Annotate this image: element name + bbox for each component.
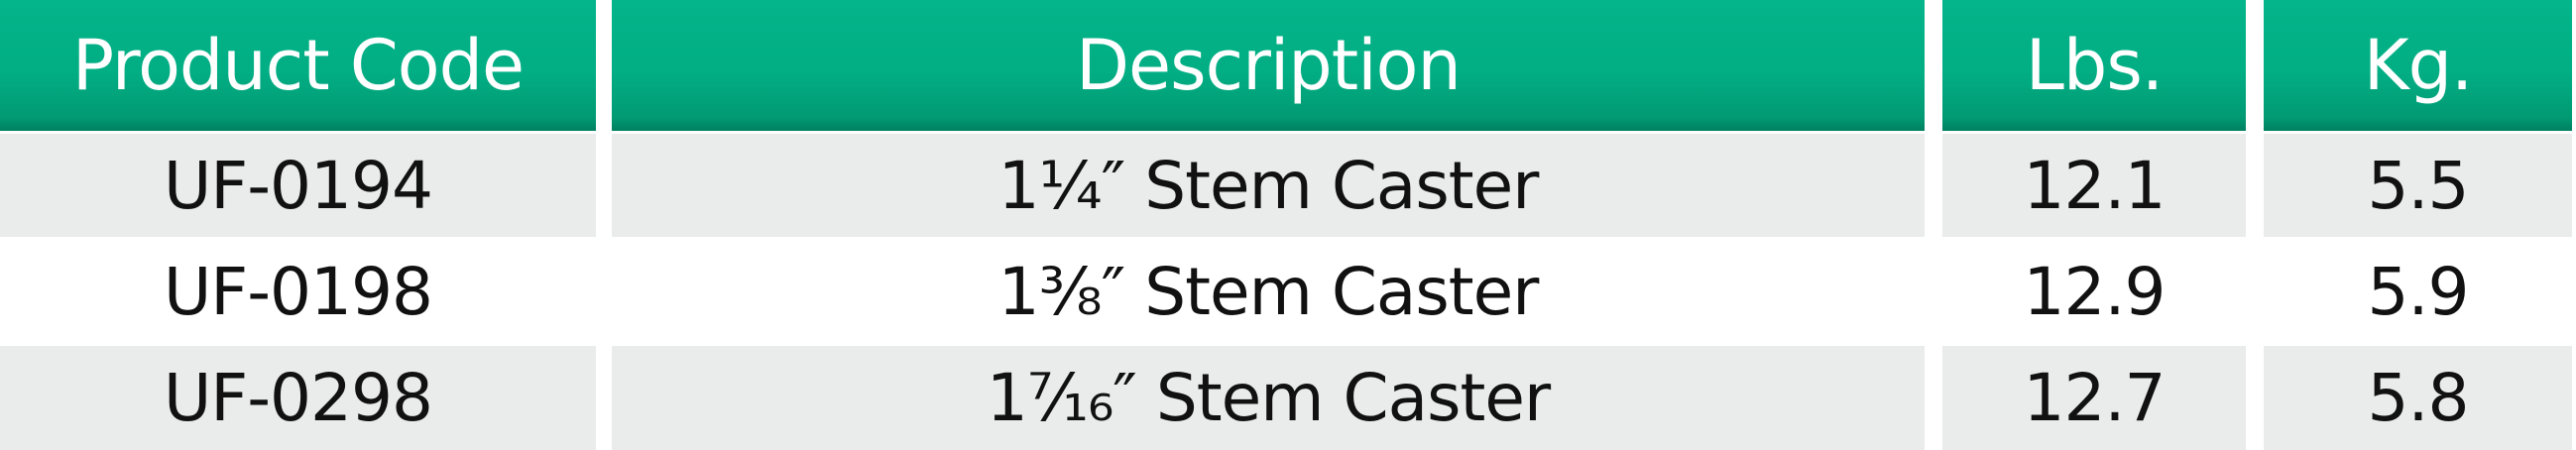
row-3-kg: 5.8 (2264, 343, 2572, 450)
row-1-product-code: UF-0194 (0, 131, 596, 237)
header-product-code: Product Code (0, 0, 596, 131)
row-1-description: 1¼″ Stem Caster (612, 131, 1925, 237)
row-2-lbs: 12.9 (1942, 237, 2246, 343)
row-2-kg: 5.9 (2264, 237, 2572, 343)
row-3-description: 1⁷⁄₁₆″ Stem Caster (612, 343, 1925, 450)
row-1-lbs: 12.1 (1942, 131, 2246, 237)
row-2-description: 1⅜″ Stem Caster (612, 237, 1925, 343)
header-lbs: Lbs. (1942, 0, 2246, 131)
row-3-product-code: UF-0298 (0, 343, 596, 450)
row-2-product-code: UF-0198 (0, 237, 596, 343)
header-kg: Kg. (2264, 0, 2572, 131)
header-description: Description (612, 0, 1925, 131)
row-3-lbs: 12.7 (1942, 343, 2246, 450)
row-1-kg: 5.5 (2264, 131, 2572, 237)
